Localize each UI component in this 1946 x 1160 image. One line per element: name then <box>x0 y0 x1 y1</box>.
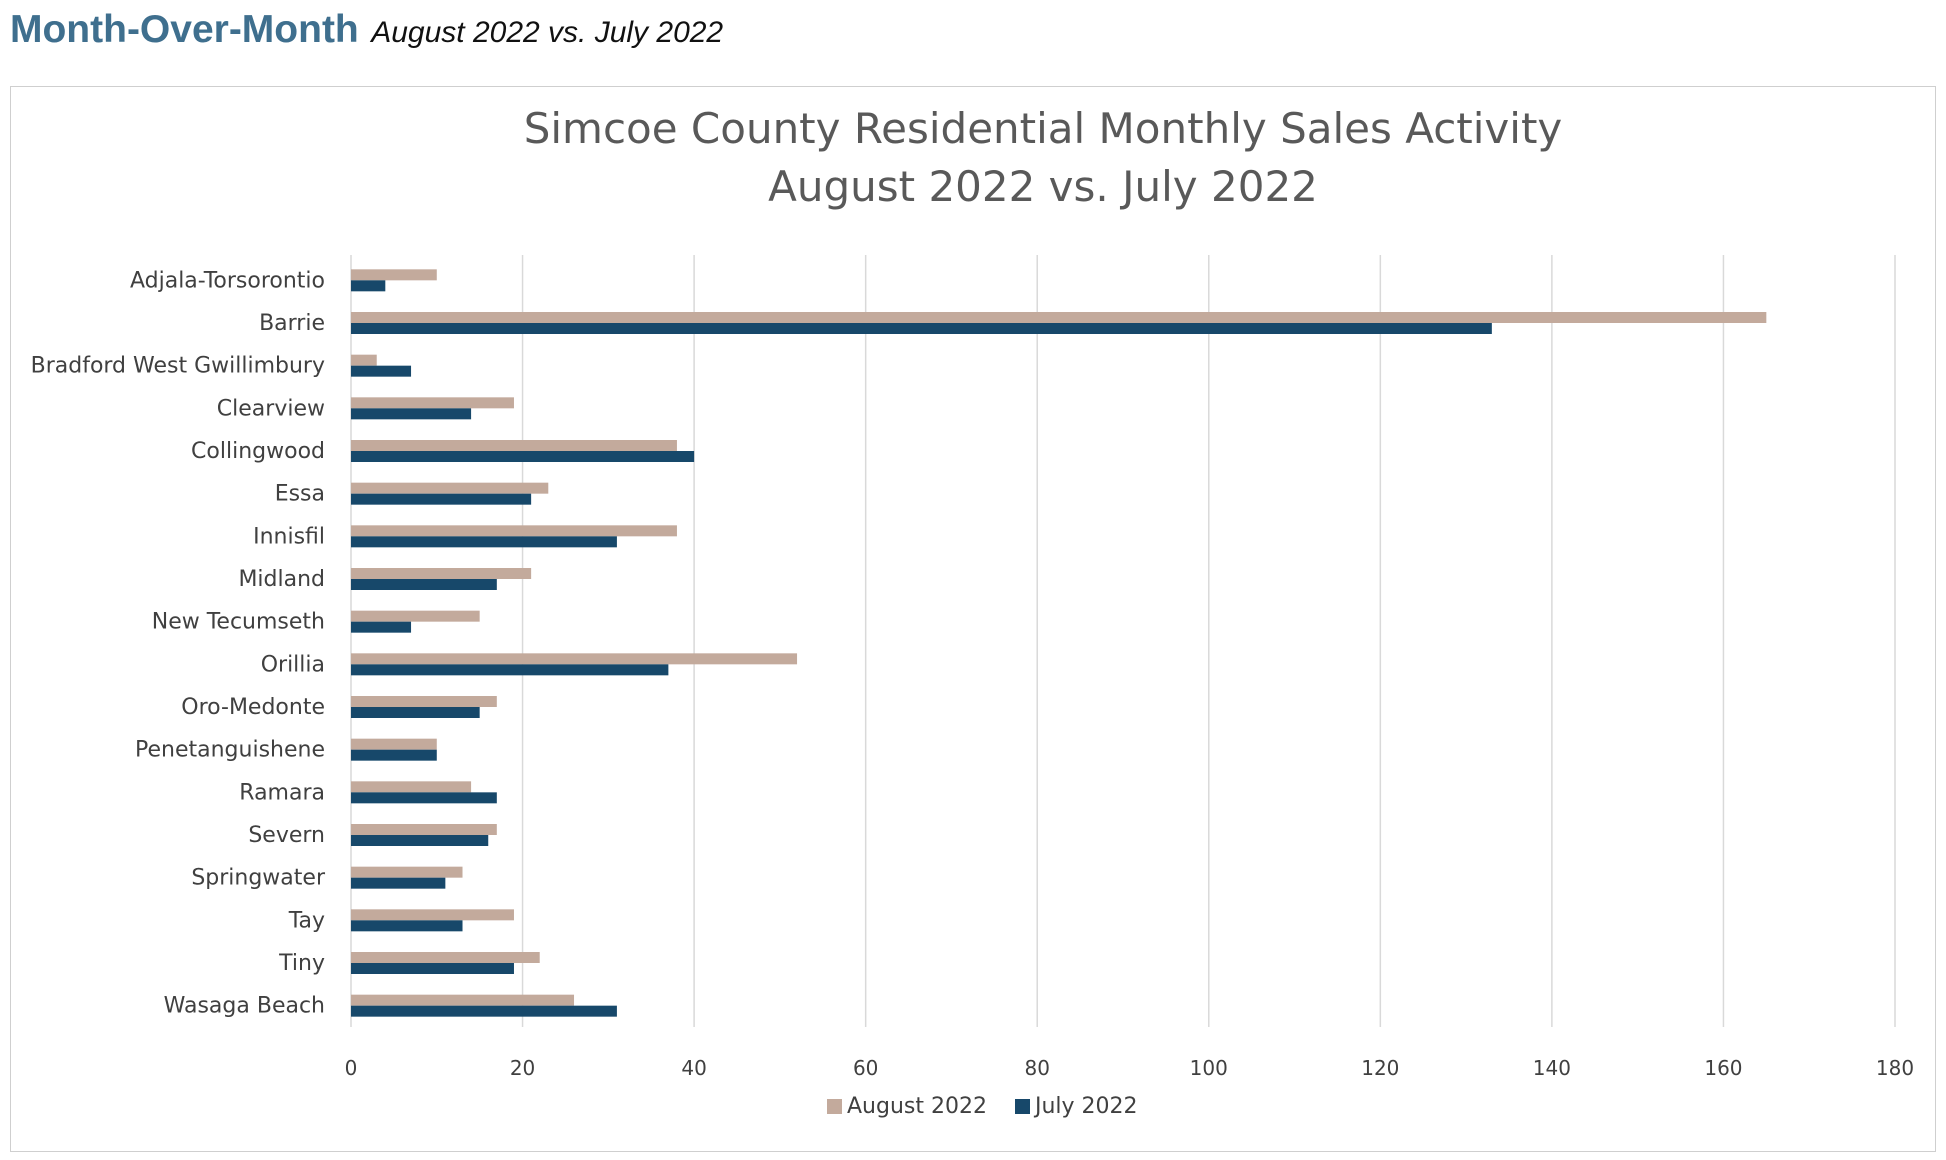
page-title: Month-Over-Month <box>10 8 359 51</box>
category-labels: Adjala-Torsorontio Barrie Bradford West Gw… <box>31 268 326 1018</box>
x-tick-label: 160 <box>1704 1056 1742 1080</box>
bar-july-2022 <box>351 707 480 718</box>
bar-july-2022 <box>351 579 497 590</box>
bar-july-2022 <box>351 365 412 377</box>
page-header: Month-Over-Month August 2022 vs. July 20… <box>10 8 723 52</box>
bar-july-2022 <box>351 963 514 974</box>
category-label: Midland <box>238 567 325 592</box>
bars <box>351 269 1767 1017</box>
bar-july-2022 <box>351 1005 617 1017</box>
category-label: Oro-Medonte <box>181 695 325 720</box>
category-label: Bradford West Gwillimbury <box>31 354 325 379</box>
category-label: Wasaga Beach <box>164 994 325 1019</box>
chart-frame: Adjala-Torsorontio Barrie Bradford West Gw… <box>10 86 1936 1152</box>
legend: August 2022 July 2022 <box>827 1094 1138 1119</box>
x-tick-label: 80 <box>1024 1056 1049 1080</box>
chart-subtitle: August 2022 vs. July 2022 <box>768 162 1318 211</box>
bar-august-2022 <box>351 610 480 622</box>
bar-july-2022 <box>351 664 669 676</box>
bar-august-2022 <box>351 354 377 366</box>
legend-label: August 2022 <box>847 1094 987 1119</box>
bar-august-2022 <box>351 952 540 963</box>
chart-title: Simcoe County Residential Monthly Sales … <box>524 104 1563 153</box>
x-tick-label: 0 <box>345 1056 358 1080</box>
bar-august-2022 <box>351 397 514 409</box>
bar-august-2022 <box>351 440 677 451</box>
category-label: Orillia <box>261 652 325 677</box>
category-label: New Tecumseth <box>152 610 325 635</box>
gridlines <box>350 255 1896 1027</box>
bar-august-2022 <box>351 738 437 750</box>
bar-august-2022 <box>351 909 514 921</box>
legend-label: July 2022 <box>1033 1094 1138 1119</box>
bar-august-2022 <box>351 482 549 494</box>
bar-august-2022 <box>351 653 798 665</box>
bar-august-2022 <box>351 696 497 707</box>
bar-august-2022 <box>351 568 532 579</box>
bar-august-2022 <box>351 781 472 793</box>
bar-july-2022 <box>351 323 1492 334</box>
bar-august-2022 <box>351 824 497 835</box>
category-label: Tiny <box>278 951 325 976</box>
category-label: Tay <box>288 908 325 933</box>
category-label: Innisfil <box>253 524 325 549</box>
bar-august-2022 <box>351 866 463 878</box>
x-tick-label: 140 <box>1533 1056 1571 1080</box>
category-label: Springwater <box>191 866 326 891</box>
bar-august-2022 <box>351 269 437 281</box>
bar-july-2022 <box>351 920 463 932</box>
category-label: Clearview <box>217 396 325 421</box>
page-subtitle: August 2022 vs. July 2022 <box>371 16 724 49</box>
legend-swatch-august-2022 <box>827 1099 842 1114</box>
bar-july-2022 <box>351 451 695 462</box>
bar-july-2022 <box>351 835 489 846</box>
category-label: Barrie <box>259 311 325 336</box>
x-tick-label: 100 <box>1190 1056 1228 1080</box>
bar-july-2022 <box>351 792 497 804</box>
x-tick-label: 120 <box>1361 1056 1399 1080</box>
bar-july-2022 <box>351 536 617 548</box>
bar-july-2022 <box>351 877 446 889</box>
x-tick-label: 40 <box>681 1056 706 1080</box>
bar-july-2022 <box>351 408 472 420</box>
x-tick-label: 20 <box>510 1056 535 1080</box>
category-label: Ramara <box>239 780 325 805</box>
category-label: Essa <box>275 482 325 507</box>
bar-august-2022 <box>351 312 1767 323</box>
bar-july-2022 <box>351 493 532 505</box>
category-label: Severn <box>248 823 325 848</box>
sales-bar-chart: Adjala-Torsorontio Barrie Bradford West Gw… <box>31 104 1914 1119</box>
x-tick-labels: 0 20 40 60 80 100 120 140 160 180 <box>345 1056 1914 1080</box>
category-label: Penetanguishene <box>135 738 325 763</box>
x-tick-label: 180 <box>1876 1056 1914 1080</box>
bar-august-2022 <box>351 525 677 537</box>
bar-july-2022 <box>351 621 412 633</box>
bar-july-2022 <box>351 749 437 761</box>
bar-july-2022 <box>351 280 386 292</box>
bar-august-2022 <box>351 994 575 1006</box>
category-label: Adjala-Torsorontio <box>130 268 325 293</box>
category-label: Collingwood <box>191 439 325 464</box>
legend-swatch-july-2022 <box>1015 1099 1030 1114</box>
x-tick-label: 60 <box>853 1056 878 1080</box>
